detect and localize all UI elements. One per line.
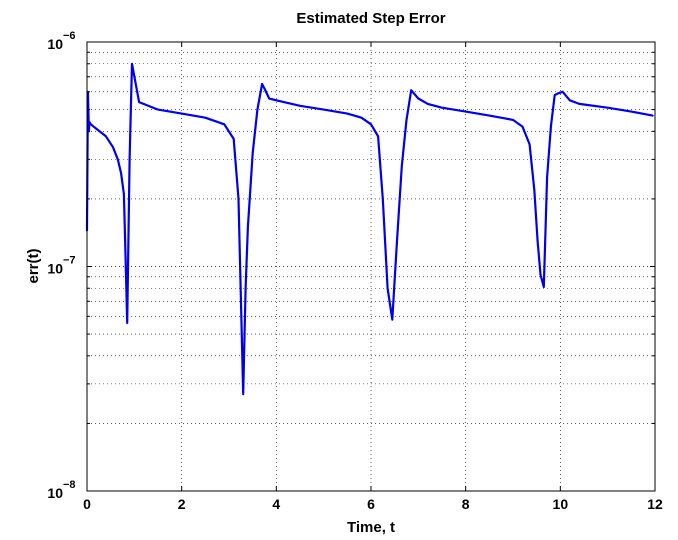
series-line-0 bbox=[85, 62, 654, 396]
y-axis-title: err(t) bbox=[25, 248, 42, 283]
x-axis-title: Time, t bbox=[347, 519, 395, 536]
x-tick-label: 0 bbox=[83, 496, 91, 512]
y-tick-exponent: −8 bbox=[63, 479, 76, 491]
x-tick-label: 4 bbox=[272, 496, 280, 512]
y-tick-label: 10 bbox=[47, 485, 63, 501]
chart-title: Estimated Step Error bbox=[296, 10, 445, 27]
y-tick-exponent: −7 bbox=[63, 255, 76, 267]
x-tick-label: 8 bbox=[462, 496, 470, 512]
y-tick-labels: 10−810−710−6 bbox=[47, 30, 75, 501]
x-tick-label: 6 bbox=[367, 496, 375, 512]
plot-border bbox=[86, 41, 656, 492]
y-tick-exponent: −6 bbox=[63, 30, 76, 42]
x-tick-labels: 0 2 4 6 8 10 12 bbox=[83, 496, 663, 512]
x-tick-label: 12 bbox=[647, 496, 663, 512]
x-tick-label: 10 bbox=[553, 496, 569, 512]
y-tick-label: 10 bbox=[47, 261, 63, 277]
line-layer bbox=[85, 62, 654, 396]
y-tick-label: 10 bbox=[47, 36, 63, 52]
grid-layer bbox=[87, 42, 655, 491]
x-tick-label: 2 bbox=[178, 496, 186, 512]
